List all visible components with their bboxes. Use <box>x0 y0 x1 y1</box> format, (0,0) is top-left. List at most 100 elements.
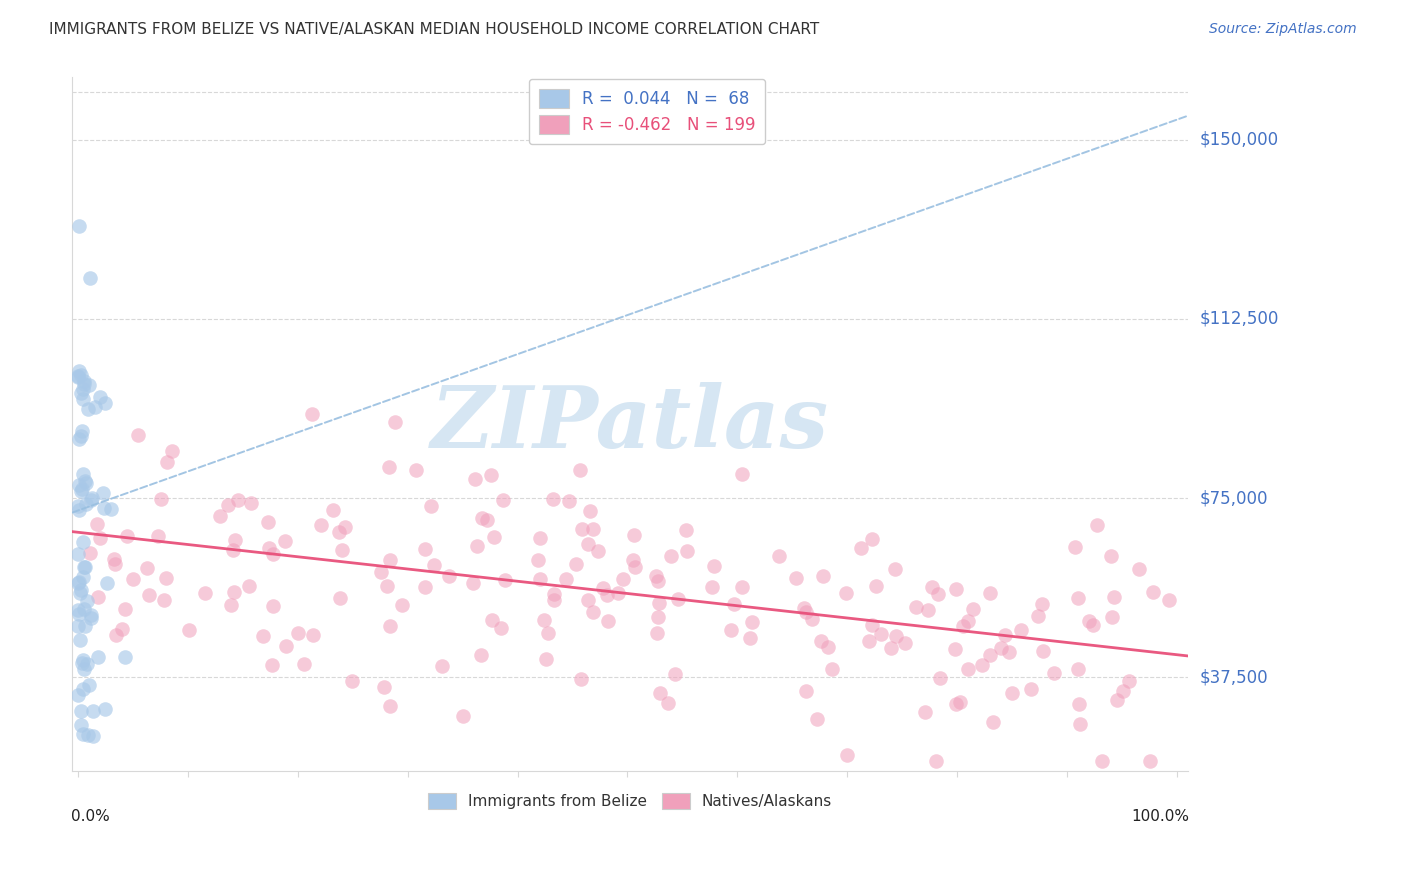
Point <box>579 504 602 518</box>
Point <box>72 382 94 396</box>
Point <box>952 618 974 632</box>
Point <box>537 625 560 640</box>
Point <box>287 625 309 640</box>
Point <box>67 689 90 703</box>
Point <box>990 640 1012 655</box>
Point <box>72 727 94 741</box>
Point <box>880 641 903 656</box>
Point <box>67 502 90 516</box>
Point <box>330 542 353 557</box>
Point <box>956 662 979 676</box>
Point <box>905 600 928 615</box>
Point <box>821 662 844 676</box>
Point <box>73 474 96 488</box>
Text: IMMIGRANTS FROM BELIZE VS NATIVE/ALASKAN MEDIAN HOUSEHOLD INCOME CORRELATION CHA: IMMIGRANTS FROM BELIZE VS NATIVE/ALASKAN… <box>49 22 820 37</box>
Point <box>93 500 115 515</box>
Point <box>79 271 101 285</box>
Point <box>179 623 201 637</box>
Point <box>430 658 453 673</box>
Point <box>1107 693 1129 707</box>
Point <box>700 580 723 594</box>
Point <box>621 553 644 567</box>
Point <box>73 602 96 616</box>
Point <box>70 582 93 597</box>
Point <box>858 634 880 648</box>
Point <box>79 678 101 692</box>
Point <box>582 522 605 536</box>
Text: $37,500: $37,500 <box>1199 668 1268 687</box>
Point <box>801 611 824 625</box>
Point <box>489 621 512 635</box>
Point <box>72 467 94 481</box>
Point <box>1085 517 1108 532</box>
Point <box>67 364 90 378</box>
Point <box>384 415 406 429</box>
Point <box>576 537 599 551</box>
Point <box>675 523 697 537</box>
Point <box>373 681 395 695</box>
Point <box>657 696 679 710</box>
Point <box>1031 597 1053 611</box>
Point <box>648 686 671 700</box>
Point <box>586 543 609 558</box>
Point <box>945 697 967 711</box>
Point <box>72 656 94 670</box>
Point <box>929 671 952 685</box>
Point <box>79 493 101 508</box>
Point <box>252 629 274 643</box>
Point <box>972 658 994 673</box>
Point <box>75 619 97 633</box>
Point <box>405 462 427 476</box>
Point <box>260 658 283 673</box>
Point <box>492 492 515 507</box>
Point <box>569 673 592 687</box>
Point <box>69 718 91 732</box>
Point <box>274 534 297 549</box>
Point <box>86 516 108 531</box>
Text: $112,500: $112,500 <box>1199 310 1278 328</box>
Point <box>558 494 581 508</box>
Point <box>785 570 807 584</box>
Point <box>262 547 284 561</box>
Point <box>624 560 647 574</box>
Point <box>860 533 883 547</box>
Point <box>578 593 600 607</box>
Point <box>257 541 280 555</box>
Point <box>479 467 502 482</box>
Point <box>378 460 401 475</box>
Point <box>1157 593 1180 607</box>
Point <box>723 597 745 611</box>
Point <box>1099 549 1122 563</box>
Point <box>67 478 90 492</box>
Point <box>993 628 1015 642</box>
Point <box>470 648 492 663</box>
Point <box>860 618 883 632</box>
Point <box>94 395 117 409</box>
Point <box>89 391 111 405</box>
Text: Source: ZipAtlas.com: Source: ZipAtlas.com <box>1209 22 1357 37</box>
Point <box>529 532 551 546</box>
Point <box>835 747 858 762</box>
Point <box>914 705 936 719</box>
Point <box>1091 754 1114 768</box>
Point <box>70 484 93 499</box>
Point <box>75 497 97 511</box>
Point <box>76 657 98 671</box>
Point <box>1128 562 1150 576</box>
Point <box>69 704 91 718</box>
Point <box>467 539 489 553</box>
Point <box>155 571 177 585</box>
Point <box>1069 716 1091 731</box>
Point <box>73 559 96 574</box>
Point <box>806 712 828 726</box>
Point <box>69 386 91 401</box>
Point <box>439 569 461 583</box>
Point <box>623 528 645 542</box>
Point <box>1139 754 1161 768</box>
Point <box>67 574 90 589</box>
Point <box>67 499 90 513</box>
Point <box>945 582 967 596</box>
Point <box>703 558 725 573</box>
Point <box>543 587 565 601</box>
Point <box>221 598 243 612</box>
